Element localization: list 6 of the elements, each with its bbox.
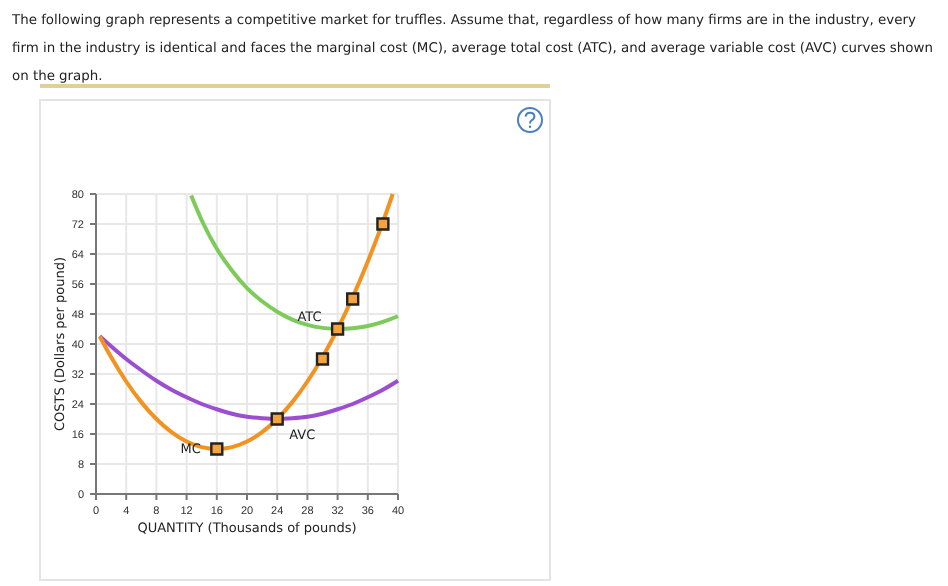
point <box>210 442 224 456</box>
point <box>346 292 360 306</box>
point <box>270 412 284 426</box>
point <box>376 217 390 231</box>
point <box>315 352 330 366</box>
point <box>330 322 345 336</box>
